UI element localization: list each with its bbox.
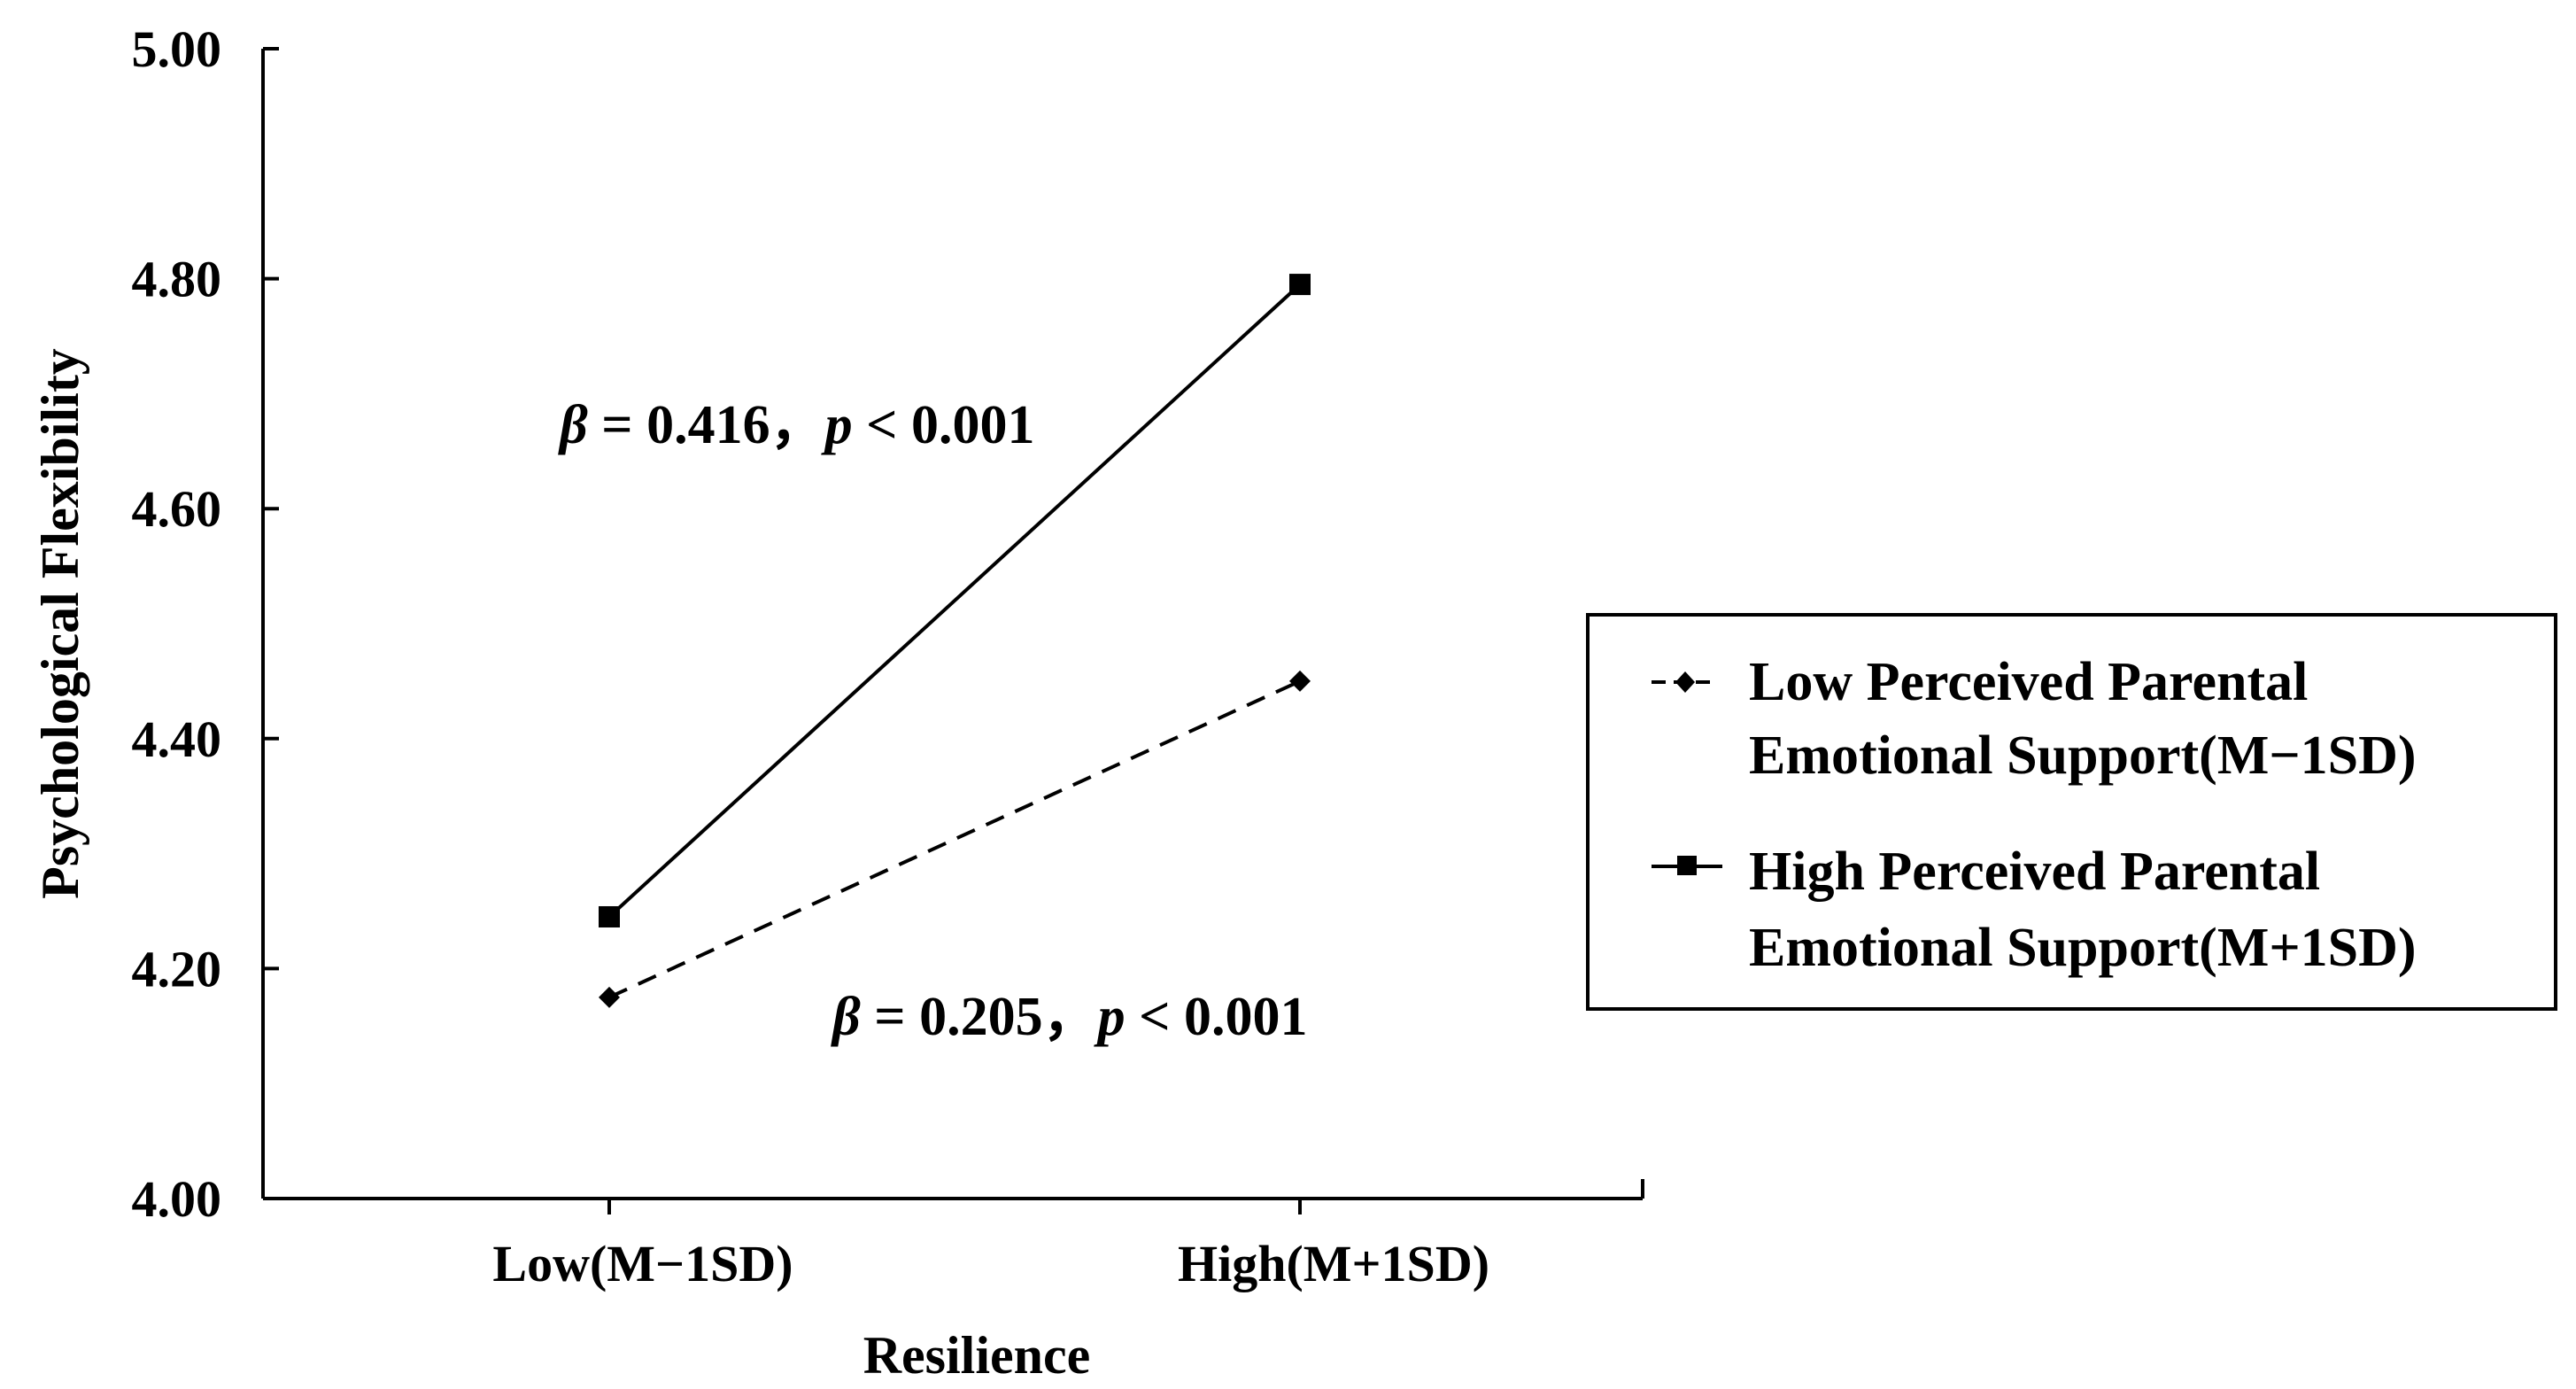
legend-label-low-line2: Emotional Support(M−1SD) xyxy=(1749,726,2417,786)
legend-label-high-line2: Emotional Support(M+1SD) xyxy=(1749,918,2417,978)
annotation-high-beta-symbol: β xyxy=(558,395,588,455)
y-tick-label: 4.60 xyxy=(132,480,222,538)
y-tick-label: 4.40 xyxy=(132,710,222,768)
series-layer xyxy=(599,274,1311,1008)
legend-swatch-diamond-icon xyxy=(1675,671,1695,693)
annotation-high-p-symbol: p xyxy=(821,395,853,455)
y-tick-label: 4.20 xyxy=(132,940,222,997)
y-tick-label: 5.00 xyxy=(132,20,222,78)
axes xyxy=(261,49,1643,1200)
data-point-square xyxy=(599,905,620,927)
legend: Low Perceived Parental Emotional Support… xyxy=(1586,613,2557,1011)
annotation-high-p-text: < 0.001 xyxy=(853,395,1035,455)
legend-swatch-square-icon xyxy=(1677,856,1697,875)
x-axis-title: Resilience xyxy=(863,1326,1091,1385)
data-point-diamond xyxy=(1289,670,1311,692)
y-axis-title: Psychological Flexibility xyxy=(31,348,89,899)
legend-item-high-support: High Perceived Parental Emotional Suppor… xyxy=(1652,842,2417,978)
legend-label-low-line1: Low Perceived Parental xyxy=(1749,652,2308,712)
y-ticks: 4.00 4.20 4.40 4.60 4.80 5.00 xyxy=(132,20,279,1228)
x-ticks: Low(M−1SD) High(M+1SD) xyxy=(492,1179,1644,1292)
annotation-low-p-text: < 0.001 xyxy=(1126,987,1308,1047)
x-tick-label: High(M+1SD) xyxy=(1178,1235,1489,1292)
legend-item-low-support: Low Perceived Parental Emotional Support… xyxy=(1652,652,2417,786)
data-point-square xyxy=(1289,274,1311,296)
data-point-diamond xyxy=(599,986,620,1008)
legend-box xyxy=(1586,613,2557,1011)
annotation-high-beta-text: = 0.416， xyxy=(588,395,825,455)
annotation-high-slope: β = 0.416，p < 0.001 xyxy=(558,395,1034,455)
annotation-low-p-symbol: p xyxy=(1094,987,1126,1047)
y-tick-label: 4.80 xyxy=(132,251,222,308)
y-tick-label: 4.00 xyxy=(132,1170,222,1228)
annotation-low-beta-text: = 0.205， xyxy=(861,987,1098,1047)
annotation-low-beta-symbol: β xyxy=(831,987,861,1047)
annotation-low-slope: β = 0.205，p < 0.001 xyxy=(831,987,1307,1047)
series-line-low-support xyxy=(608,679,1301,999)
legend-label-high-line1: High Perceived Parental xyxy=(1749,842,2320,902)
x-tick-label: Low(M−1SD) xyxy=(492,1235,793,1292)
series-line-high-support xyxy=(607,283,1302,919)
